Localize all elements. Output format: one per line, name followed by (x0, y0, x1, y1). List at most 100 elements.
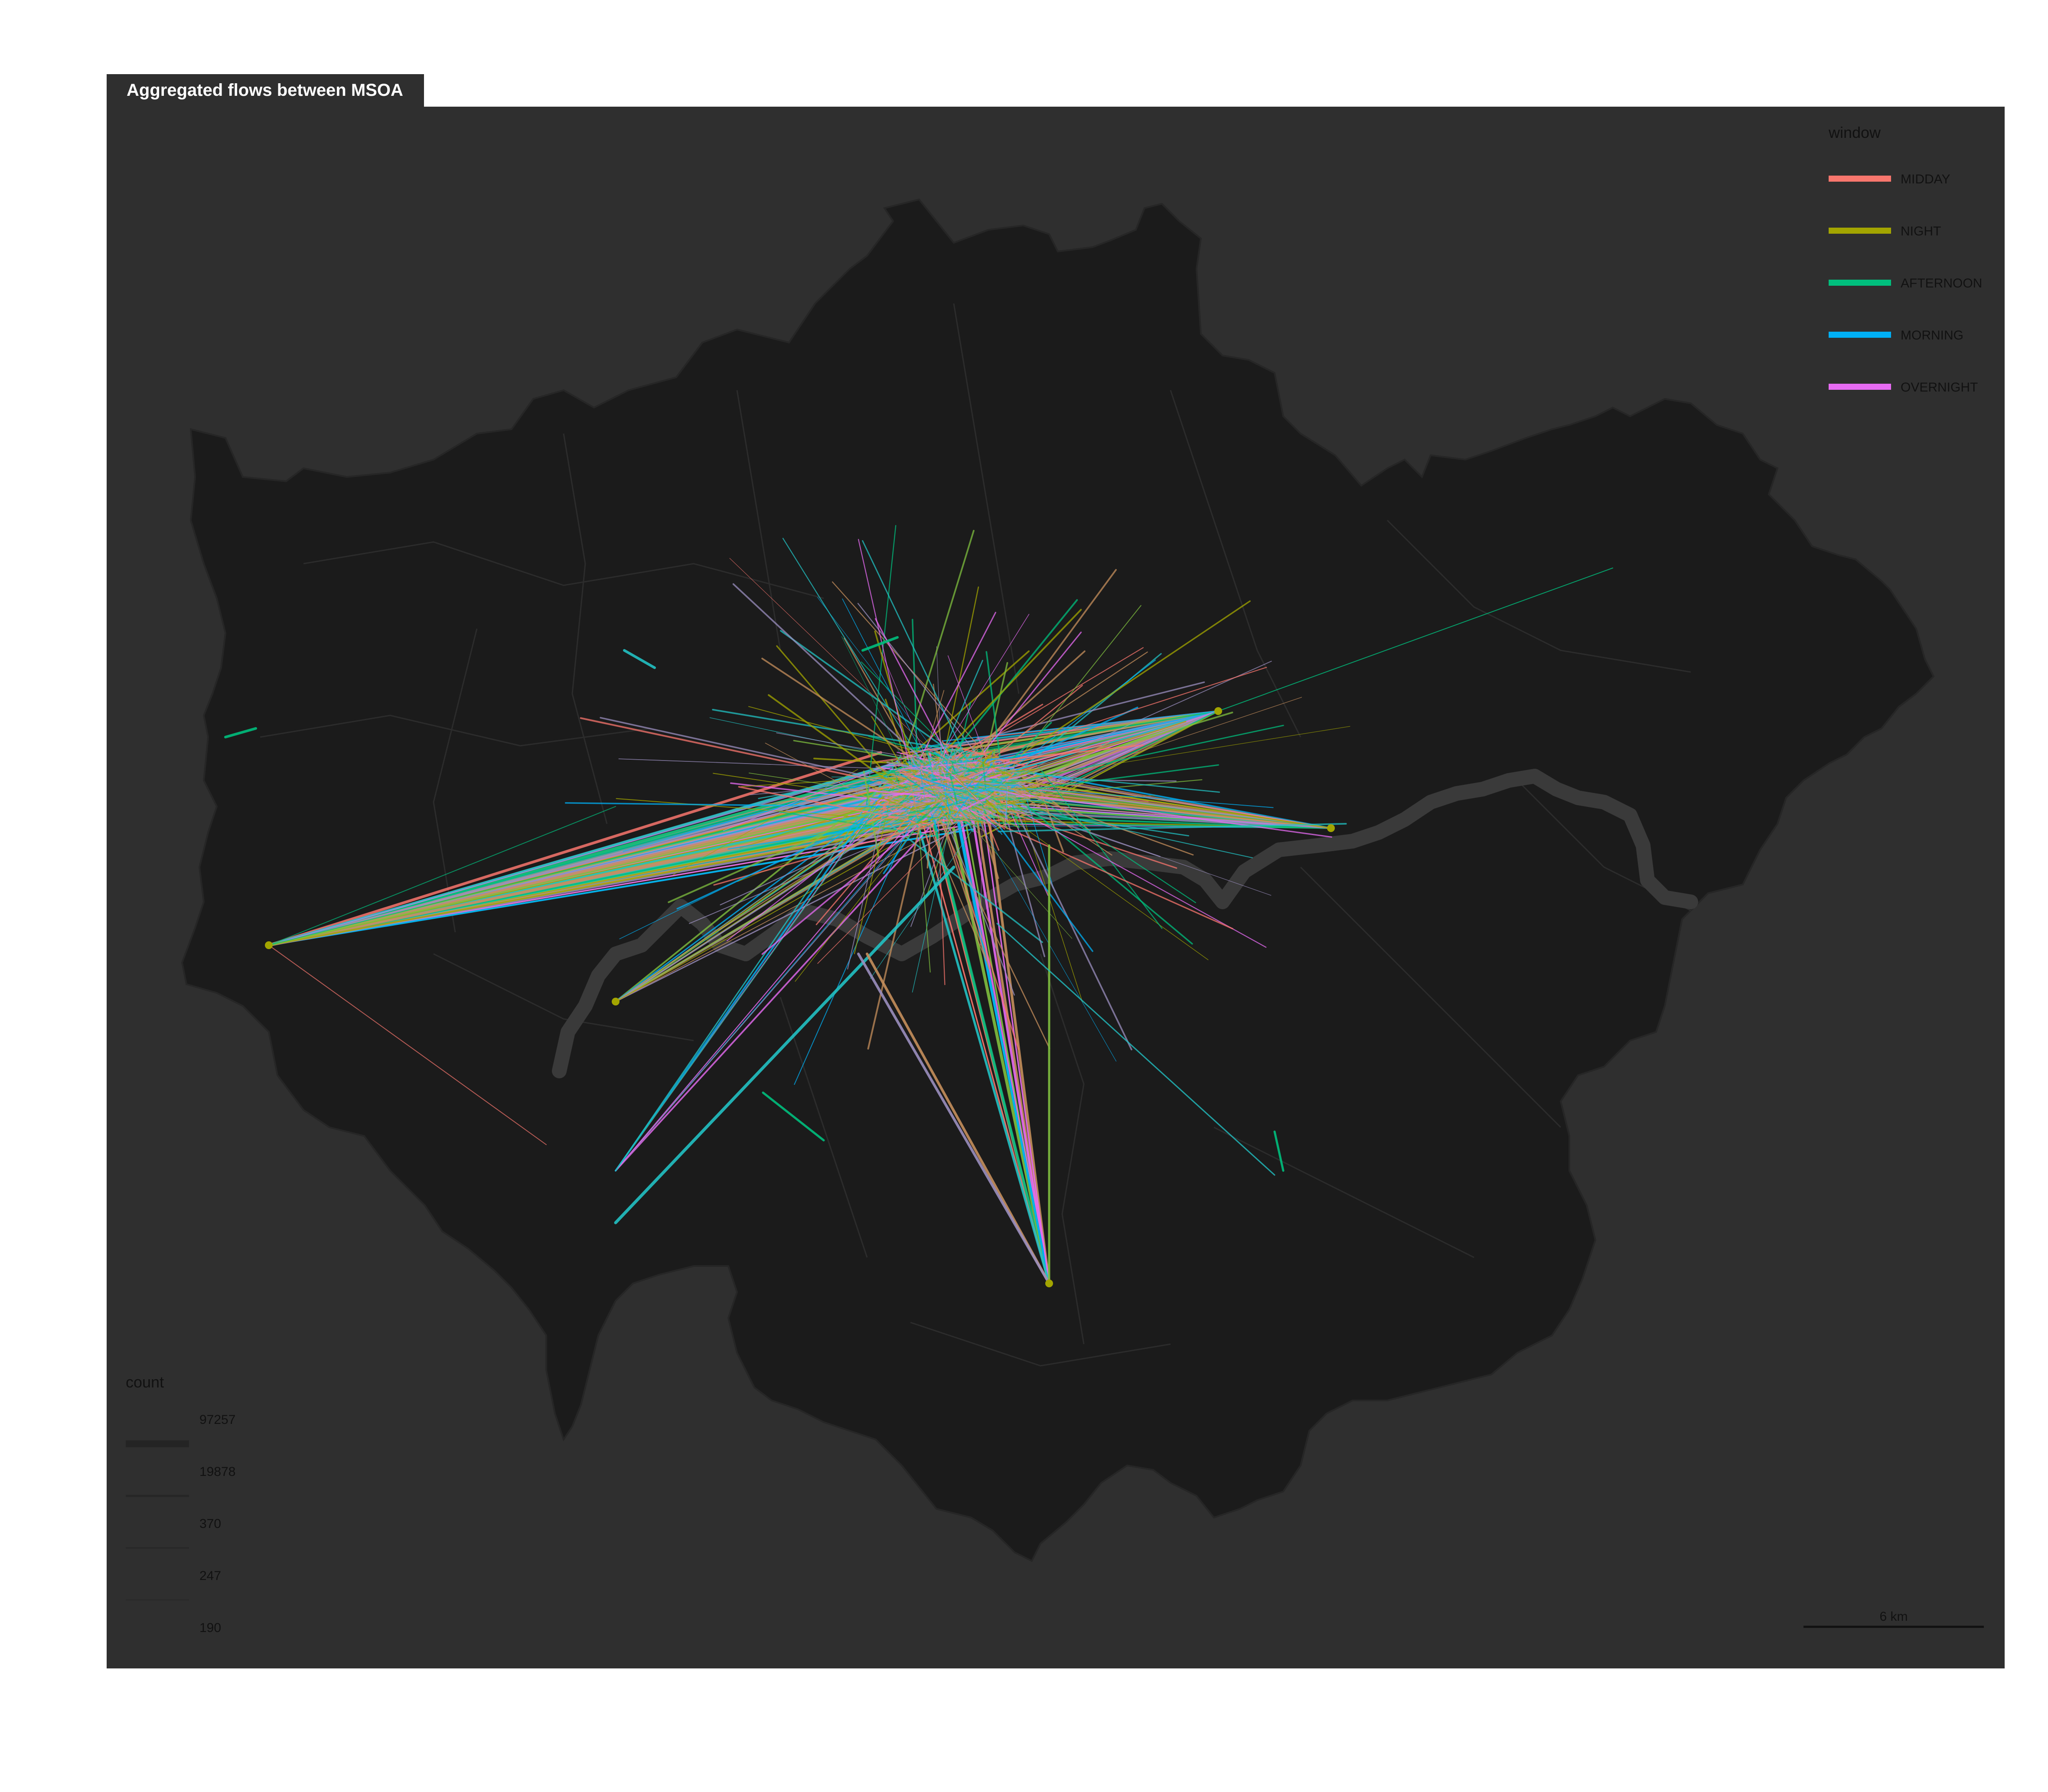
flow-line (920, 766, 936, 796)
flow-line (267, 800, 965, 947)
flow-line (905, 781, 1050, 1285)
flow-line (268, 945, 547, 1145)
river-thames (552, 769, 1698, 1078)
flow-line (776, 645, 894, 783)
flow-line (858, 539, 918, 802)
flow-node (1327, 824, 1335, 832)
flow-line (928, 609, 1082, 769)
count-legend-title: count (126, 1373, 164, 1391)
flow-line (957, 788, 976, 795)
flow-line (877, 770, 967, 802)
flow-line (995, 803, 1024, 808)
flow-line (1022, 785, 1029, 793)
flow-line (817, 597, 937, 754)
msoa-boundaries (260, 303, 1691, 1367)
flow-line (931, 805, 1008, 813)
flow-line (922, 751, 993, 760)
flow-line (1218, 568, 1613, 712)
flow-line (842, 598, 924, 757)
flow-line (945, 792, 969, 819)
count-legend-item: 97257 (126, 1413, 235, 1447)
flow-line (712, 708, 979, 755)
window-legend-item: OVERNIGHT (1829, 380, 1978, 395)
flow-line (857, 953, 1050, 1285)
count-label-190: 190 (199, 1621, 221, 1635)
flow-line (580, 717, 881, 783)
flow-line (972, 787, 1332, 838)
flow-line (268, 767, 935, 946)
flow-line (911, 612, 996, 776)
flow-line (869, 790, 937, 798)
flow-line (723, 747, 932, 831)
flow-line (882, 818, 1043, 943)
flow-line (939, 762, 983, 805)
flow-line (901, 761, 977, 770)
flow-line (954, 783, 1020, 792)
flow-line (943, 743, 1025, 767)
legend-label-overnight: OVERNIGHT (1901, 380, 1978, 395)
flow-line (615, 779, 948, 1172)
flow-line (989, 789, 1021, 797)
flow-line (600, 717, 933, 792)
flow-line (993, 753, 1091, 832)
flow-line (981, 710, 1219, 838)
flow-line (891, 796, 936, 826)
count-legend-item: 19878 (126, 1465, 235, 1497)
flow-line (985, 799, 999, 813)
flow-line (616, 798, 944, 824)
flow-line (1004, 769, 1019, 776)
scale-bar-label: 6 km (1879, 1609, 1908, 1624)
flow-line (958, 647, 1144, 759)
flow-line (951, 788, 1050, 1285)
flow-line (867, 778, 932, 1050)
flow-line (847, 810, 884, 969)
flow-line (883, 761, 916, 777)
legend-label-night: NIGHT (1901, 224, 1941, 238)
flow-line (968, 802, 1117, 1062)
flow-line (881, 797, 931, 818)
flow-line (996, 923, 1275, 1176)
flow-node (265, 941, 273, 949)
flow-line (268, 771, 970, 946)
flow-line (862, 540, 972, 770)
flow-line (961, 795, 991, 811)
flow-line (782, 538, 935, 783)
flow-line (986, 808, 1051, 1285)
count-legend: count 97257 19878 370 247 190 (126, 1373, 235, 1635)
flow-line (971, 784, 992, 795)
flow-line (906, 761, 954, 789)
flow-line (615, 771, 901, 1002)
flow-line (904, 710, 1219, 758)
flow-node (1214, 707, 1222, 715)
flow-line (762, 1091, 825, 1142)
flow-line (927, 755, 935, 780)
flow-line (854, 802, 890, 954)
flow-line (926, 798, 1051, 1285)
london-landmass (181, 198, 1935, 1562)
flow-line (922, 810, 987, 961)
flow-node (1045, 1280, 1053, 1287)
flow-line (268, 806, 616, 946)
flow-line (957, 798, 964, 803)
flow-line (1025, 764, 1219, 791)
flow-line (964, 780, 973, 792)
flow-line (968, 795, 1253, 858)
flow-line (1001, 774, 1028, 782)
flow-line (923, 757, 1014, 772)
flow-line (998, 823, 1347, 832)
flow-line (946, 800, 955, 830)
flow-node (612, 998, 620, 1005)
flow-line (934, 767, 969, 803)
flow-line (623, 771, 907, 852)
flow-line (1017, 787, 1149, 802)
flow-line (224, 727, 257, 738)
flow-line (957, 763, 993, 813)
flow-line (729, 558, 938, 757)
flow-line (886, 779, 906, 795)
flow-line (738, 786, 934, 826)
window-legend: window MIDDAY NIGHT AFTERNOON MORNING OV… (1828, 124, 1982, 395)
scale-bar: 6 km (1803, 1609, 1984, 1628)
map-title: Aggregated flows between MSOA (107, 74, 424, 107)
count-legend-item: 370 (126, 1517, 221, 1549)
